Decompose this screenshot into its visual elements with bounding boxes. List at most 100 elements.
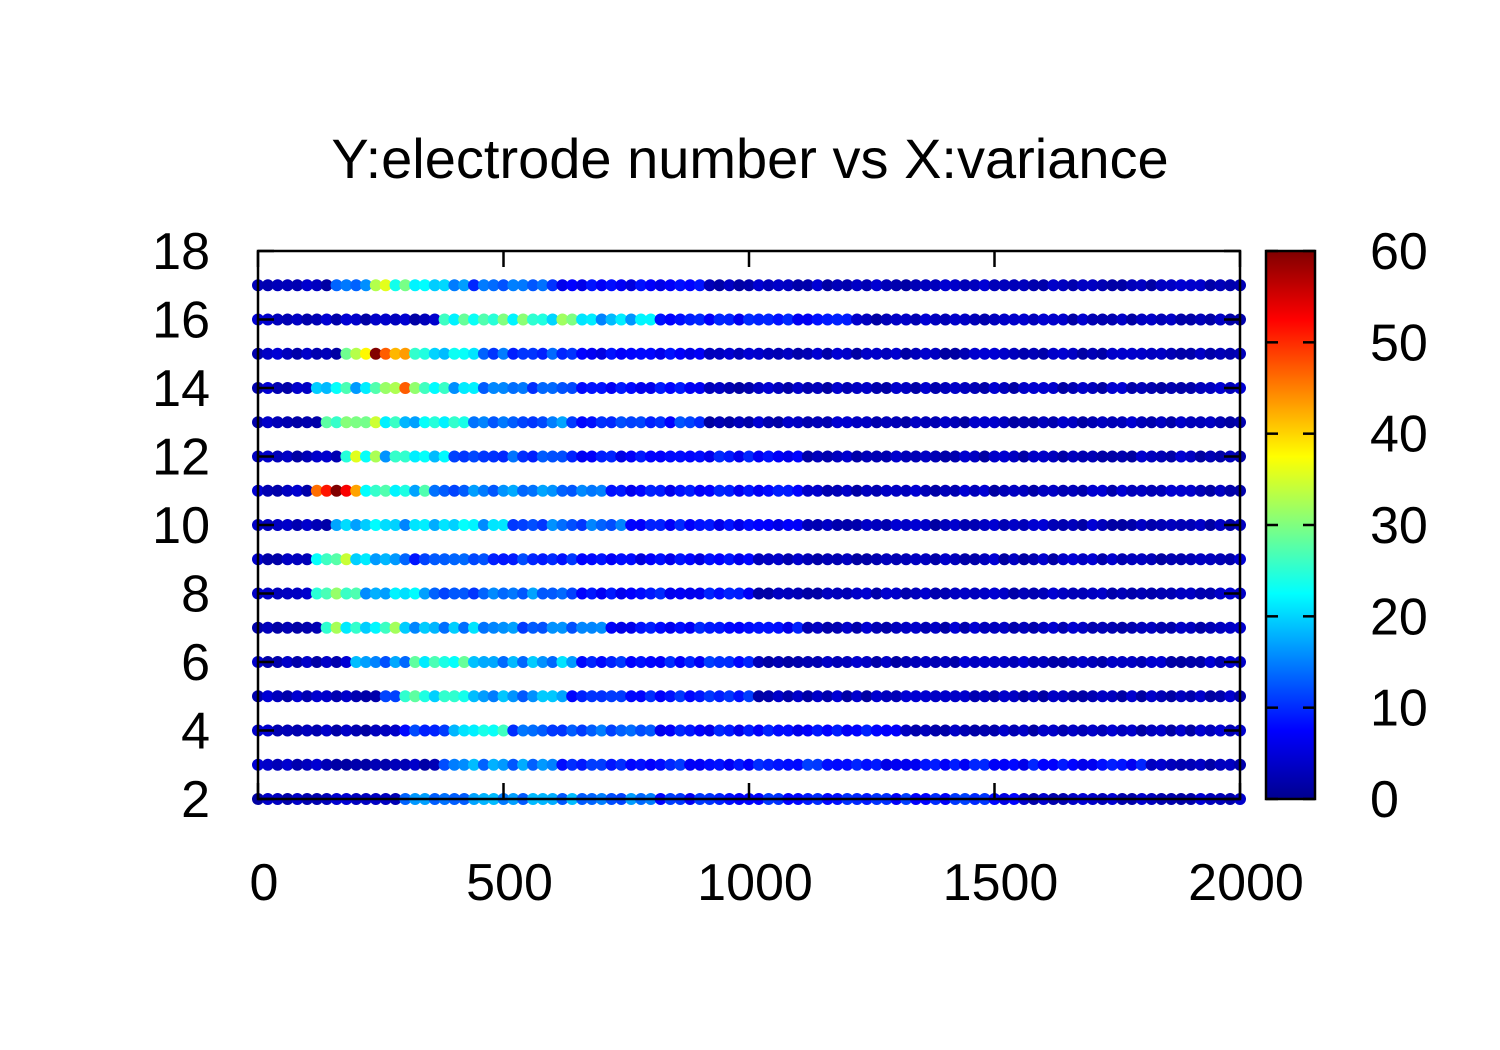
data-point — [644, 724, 657, 737]
data-point — [1204, 553, 1217, 566]
data-point — [1027, 313, 1040, 326]
data-point — [546, 519, 559, 531]
data-point — [644, 519, 657, 531]
data-point — [438, 553, 451, 566]
data-point — [281, 621, 294, 634]
data-point — [831, 724, 844, 737]
data-point — [723, 724, 736, 737]
data-point — [1086, 416, 1099, 429]
data-point — [1165, 416, 1178, 429]
data-point — [546, 587, 559, 600]
data-point — [693, 519, 706, 531]
data-point — [1067, 382, 1080, 394]
data-point — [909, 450, 922, 463]
data-point — [801, 450, 814, 463]
data-point — [1116, 758, 1129, 771]
data-point — [831, 313, 844, 326]
data-point — [743, 553, 755, 566]
data-point — [782, 553, 795, 566]
data-point — [497, 450, 510, 463]
data-point — [723, 519, 736, 531]
data-point — [1096, 519, 1109, 531]
data-point — [438, 758, 451, 771]
data-point — [1145, 279, 1158, 292]
data-point — [330, 553, 343, 566]
data-point — [1106, 347, 1119, 360]
y-tick-label: 12 — [152, 429, 210, 487]
data-point — [1037, 450, 1050, 463]
data-point — [664, 587, 677, 600]
data-point — [595, 656, 608, 668]
data-point — [939, 724, 952, 737]
data-point — [743, 484, 755, 497]
data-point — [330, 656, 343, 668]
data-point — [664, 656, 677, 668]
data-point — [674, 724, 687, 737]
data-point — [399, 724, 412, 737]
data-point — [1116, 484, 1129, 497]
data-point — [605, 690, 618, 703]
data-point — [998, 382, 1011, 394]
data-point — [291, 484, 304, 497]
data-point — [959, 279, 971, 292]
data-point — [713, 690, 726, 703]
data-point — [851, 587, 863, 600]
data-point — [959, 656, 971, 668]
data-point — [978, 621, 991, 634]
data-point — [792, 313, 805, 326]
data-point — [988, 416, 1001, 429]
data-point — [998, 553, 1011, 566]
data-point — [536, 450, 549, 463]
data-point — [360, 758, 372, 771]
data-point — [1067, 347, 1080, 360]
data-point — [1126, 519, 1138, 531]
data-point — [546, 484, 559, 497]
data-point — [1037, 416, 1050, 429]
data-point — [1106, 553, 1119, 566]
data-point — [635, 724, 647, 737]
data-point — [585, 484, 598, 497]
data-point — [291, 416, 304, 429]
data-point — [310, 656, 323, 668]
data-point — [723, 313, 736, 326]
data-point — [428, 587, 441, 600]
data-point — [360, 484, 372, 497]
data-point — [929, 553, 942, 566]
data-point — [1018, 690, 1030, 703]
data-point — [1165, 484, 1178, 497]
data-point — [1047, 656, 1060, 668]
data-point — [1184, 347, 1197, 360]
data-point — [1116, 450, 1129, 463]
data-point — [418, 519, 431, 531]
data-point — [281, 724, 294, 737]
data-point — [743, 279, 755, 292]
data-point — [409, 621, 422, 634]
data-point — [1204, 279, 1217, 292]
data-point — [625, 724, 638, 737]
data-point — [507, 519, 520, 531]
data-point — [860, 484, 873, 497]
data-point — [576, 656, 589, 668]
data-point — [625, 519, 638, 531]
data-point — [389, 621, 402, 634]
data-point — [1086, 553, 1099, 566]
data-point — [271, 621, 284, 634]
data-point — [1165, 519, 1178, 531]
data-point — [320, 279, 333, 292]
data-point — [1175, 758, 1188, 771]
y-tick-label: 10 — [152, 497, 210, 555]
data-point — [1037, 758, 1050, 771]
data-point — [1145, 656, 1158, 668]
data-point — [1194, 484, 1207, 497]
data-point — [762, 553, 775, 566]
data-point — [527, 450, 539, 463]
data-point — [1194, 279, 1207, 292]
data-point — [674, 484, 687, 497]
data-point — [929, 587, 942, 600]
data-point — [978, 382, 991, 394]
data-point — [723, 553, 736, 566]
data-point — [458, 416, 471, 429]
data-point — [1076, 416, 1089, 429]
data-point — [517, 656, 530, 668]
data-point — [1057, 279, 1070, 292]
